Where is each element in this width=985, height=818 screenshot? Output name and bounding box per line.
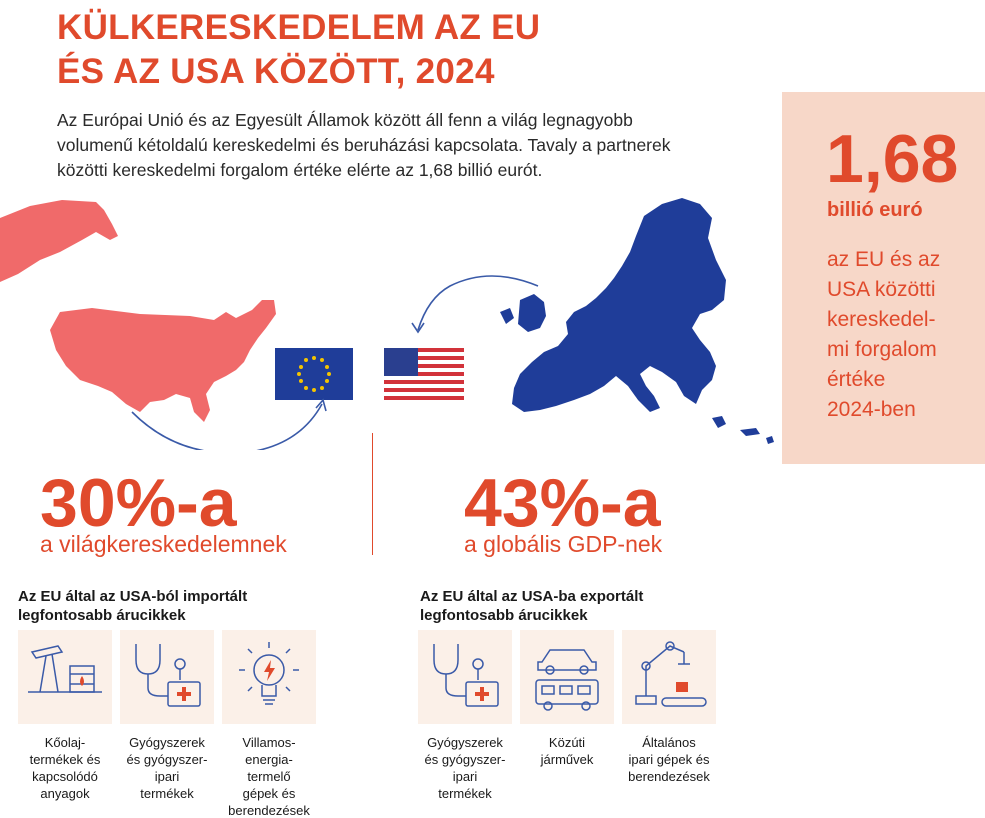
caption-line: gépek és — [242, 786, 296, 801]
intro-line-3: közötti kereskedelmi forgalom értéke elé… — [57, 160, 543, 180]
intro-text: Az Európai Unió és az Egyesült Államok k… — [57, 108, 757, 183]
arrow-eu-to-usa — [417, 275, 539, 331]
trade-value-description: az EU és az USA közötti kereskedel- mi f… — [827, 245, 977, 425]
arrow-usa-to-eu-head — [315, 398, 327, 412]
caption-line: járművek — [540, 752, 594, 767]
robot-arm-icon — [635, 641, 707, 707]
title-line-2: ÉS AZ USA KÖZÖTT, 2024 — [57, 52, 495, 91]
trade-value-box: 1,68 billió euró az EU és az USA közötti… — [782, 92, 985, 464]
caption-line: termékek és — [29, 752, 101, 767]
global-gdp-share-value: 43%-a — [464, 465, 661, 541]
eu-map — [512, 198, 726, 412]
export-caption-machinery: Általános ipari gépek és berendezések — [614, 734, 724, 785]
vehicles-icon — [535, 649, 599, 711]
oil-pump-icon — [28, 645, 102, 693]
caption-line: és gyógyszer- — [126, 752, 208, 767]
imports-title-line-1: Az EU által az USA-ból importált — [18, 588, 248, 605]
export-card-vehicles — [520, 630, 614, 724]
import-card-pharma — [120, 630, 214, 724]
medical-icon — [433, 644, 499, 707]
caption-line: berendezések — [228, 803, 310, 818]
caption-line: Gyógyszerek — [427, 735, 503, 750]
us-flag — [384, 348, 464, 400]
medical-icon — [135, 644, 201, 707]
desc-line-6: 2024-ben — [827, 398, 916, 421]
stats-divider — [372, 433, 373, 555]
title-line-1: KÜLKERESKEDELEM AZ EU — [57, 8, 541, 47]
caption-line: ipari — [452, 769, 478, 784]
greece-islands-map — [712, 416, 774, 444]
caption-line: energia- — [245, 752, 293, 767]
desc-line-2: USA közötti — [827, 278, 936, 301]
global-gdp-share-label: a globális GDP-nek — [464, 531, 663, 557]
export-card-machinery — [622, 630, 716, 724]
exports-title: Az EU által az USA-ba exportált legfonto… — [420, 587, 643, 625]
export-caption-pharma: Gyógyszerek és gyógyszer- ipari termékek — [410, 734, 520, 802]
desc-line-1: az EU és az — [827, 248, 941, 271]
caption-line: Közúti — [548, 735, 586, 750]
arrow-eu-to-usa-head — [411, 322, 425, 334]
caption-line: kapcsolódó — [32, 769, 98, 784]
caption-line: és gyógyszer- — [424, 752, 506, 767]
imports-title-line-2: legfontosabb árucikkek — [18, 607, 186, 624]
intro-line-2: volumenű kétoldalú kereskedelmi és beruh… — [57, 135, 671, 155]
caption-line: ipari — [154, 769, 180, 784]
eu-flag-stars — [297, 356, 331, 392]
caption-line: anyagok — [40, 786, 90, 801]
intro-line-1: Az Európai Unió és az Egyesült Államok k… — [57, 110, 633, 130]
world-trade-share-label: a világkereskedelemnek — [40, 531, 287, 557]
import-card-power — [222, 630, 316, 724]
caption-line: termékek — [438, 786, 492, 801]
usa-map — [50, 300, 276, 422]
export-caption-vehicles: Közúti járművek — [512, 734, 622, 768]
world-trade-share-value: 30%-a — [40, 465, 237, 541]
desc-line-3: kereskedel- — [827, 308, 936, 331]
imports-title: Az EU által az USA-ból importált legfont… — [18, 587, 247, 625]
caption-line: Általános — [642, 735, 696, 750]
caption-line: Kőolaj- — [44, 735, 86, 750]
uk-ireland-map — [500, 294, 546, 332]
exports-title-line-1: Az EU által az USA-ba exportált — [420, 588, 644, 605]
import-caption-power: Villamos- energia- termelő gépek és bere… — [214, 734, 324, 818]
desc-line-5: értéke — [827, 368, 886, 391]
import-caption-pharma: Gyógyszerek és gyógyszer- ipari termékek — [112, 734, 222, 802]
page-title: KÜLKERESKEDELEM AZ EU ÉS AZ USA KÖZÖTT, … — [57, 6, 617, 94]
trade-value-unit: billió euró — [827, 199, 923, 221]
arrow-usa-to-eu — [131, 403, 323, 450]
eu-flag — [275, 348, 353, 400]
lightbulb-icon — [239, 642, 299, 705]
desc-line-4: mi forgalom — [827, 338, 937, 361]
import-caption-oil: Kőolaj- termékek és kapcsolódó anyagok — [10, 734, 120, 802]
trade-value: 1,68 — [826, 121, 959, 197]
caption-line: berendezések — [628, 769, 710, 784]
caption-line: ipari gépek és — [628, 752, 710, 767]
caption-line: termékek — [140, 786, 194, 801]
alaska-map — [0, 200, 118, 282]
maps-illustration — [0, 198, 774, 450]
caption-line: termelő — [247, 769, 291, 784]
exports-title-line-2: legfontosabb árucikkek — [420, 607, 588, 624]
caption-line: Villamos- — [242, 735, 296, 750]
caption-line: Gyógyszerek — [129, 735, 205, 750]
export-card-pharma — [418, 630, 512, 724]
import-card-oil — [18, 630, 112, 724]
